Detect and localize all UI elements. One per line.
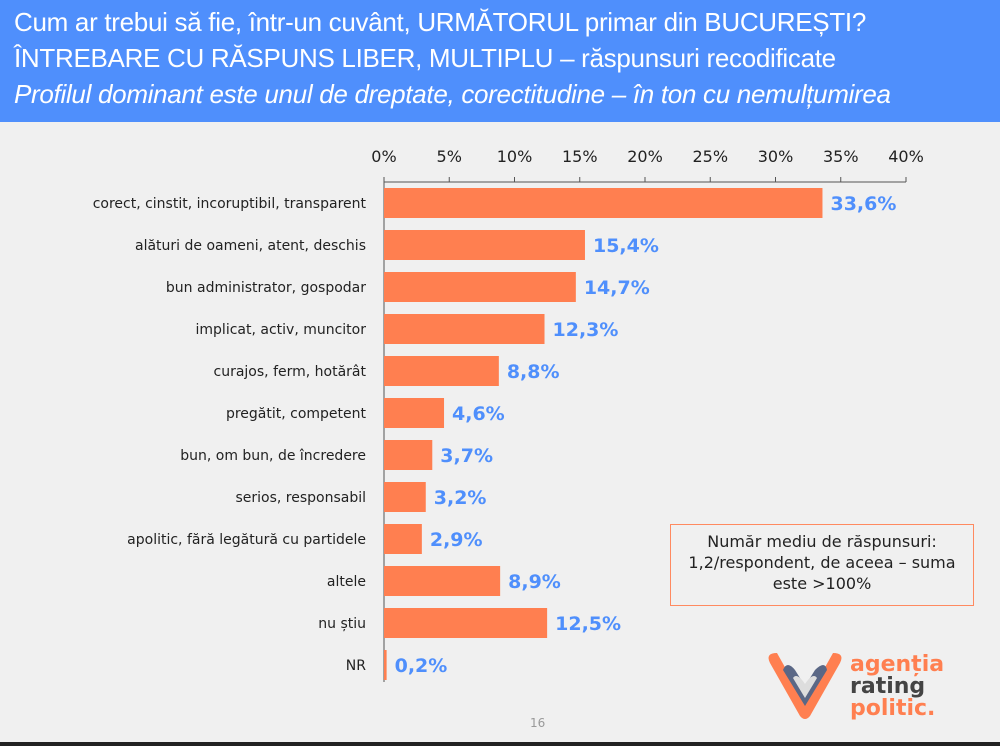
bar — [384, 608, 548, 638]
data-label: 33,6% — [830, 193, 896, 215]
tick-label: 40% — [888, 147, 924, 166]
data-label: 8,8% — [507, 361, 560, 383]
category-label: corect, cinstit, incoruptibil, transpare… — [93, 196, 367, 212]
category-label: implicat, activ, muncitor — [196, 322, 367, 338]
category-label: bun, om bun, de încredere — [180, 448, 366, 464]
data-label: 15,4% — [593, 235, 659, 257]
category-label: altele — [327, 574, 366, 590]
tick-label: 35% — [823, 147, 859, 166]
data-label: 14,7% — [584, 277, 650, 299]
bar — [384, 188, 823, 218]
svg-text:rating: rating — [850, 674, 925, 699]
tick-label: 10% — [497, 147, 533, 166]
svg-text:agenția: agenția — [850, 652, 944, 677]
tick-label: 25% — [692, 147, 728, 166]
bar — [384, 650, 387, 680]
note-line: 1,2/respondent, de aceea – suma — [688, 553, 956, 572]
tick-label: 15% — [562, 147, 598, 166]
bar — [384, 314, 545, 344]
tick-label: 0% — [371, 147, 396, 166]
note-box: Număr mediu de răspunsuri: 1,2/responden… — [670, 524, 974, 606]
data-label: 8,9% — [508, 571, 561, 593]
tick-label: 5% — [437, 147, 462, 166]
note-line: este >100% — [772, 574, 872, 593]
data-label: 4,6% — [452, 403, 505, 425]
note-line: Număr mediu de răspunsuri: — [707, 532, 937, 551]
category-label: bun administrator, gospodar — [166, 280, 366, 296]
bar — [384, 482, 426, 512]
category-label: serios, responsabil — [235, 490, 366, 506]
data-label: 12,5% — [555, 613, 621, 635]
bar — [384, 272, 576, 302]
category-label: nu știu — [318, 616, 366, 632]
insight: Profilul dominant este unul de dreptate,… — [14, 79, 891, 109]
title: Cum ar trebui să fie, într-un cuvânt, UR… — [14, 7, 867, 37]
data-label: 0,2% — [395, 655, 448, 677]
subtitle: ÎNTREBARE CU RĂSPUNS LIBER, MULTIPLU – r… — [14, 43, 836, 73]
data-label: 3,7% — [440, 445, 493, 467]
bar — [384, 356, 499, 386]
page-number: 16 — [530, 716, 546, 730]
bottom-strip — [0, 742, 1000, 746]
category-label: alături de oameni, atent, deschis — [135, 238, 366, 254]
bar — [384, 524, 422, 554]
agentia-rating-politic-logo: agenția rating politic. — [768, 652, 944, 721]
category-label: curajos, ferm, hotărât — [214, 364, 367, 380]
bar-chart: 0% 5% 10% 15% 20% 25% 30% 35% 40% corect, cinstit… — [93, 147, 924, 682]
bar — [384, 566, 501, 596]
tick-label: 20% — [627, 147, 663, 166]
data-label: 2,9% — [430, 529, 483, 551]
data-label: 12,3% — [553, 319, 619, 341]
header: Cum ar trebui să fie, într-un cuvânt, UR… — [0, 0, 1000, 122]
bar — [384, 398, 445, 428]
svg-text:politic.: politic. — [850, 696, 935, 721]
bar — [384, 230, 585, 260]
data-label: 3,2% — [434, 487, 487, 509]
category-label: apolitic, fără legătură cu partidele — [127, 532, 366, 548]
bar — [384, 440, 433, 470]
category-label: NR — [346, 658, 366, 674]
tick-label: 30% — [758, 147, 794, 166]
category-label: pregătit, competent — [226, 406, 367, 422]
